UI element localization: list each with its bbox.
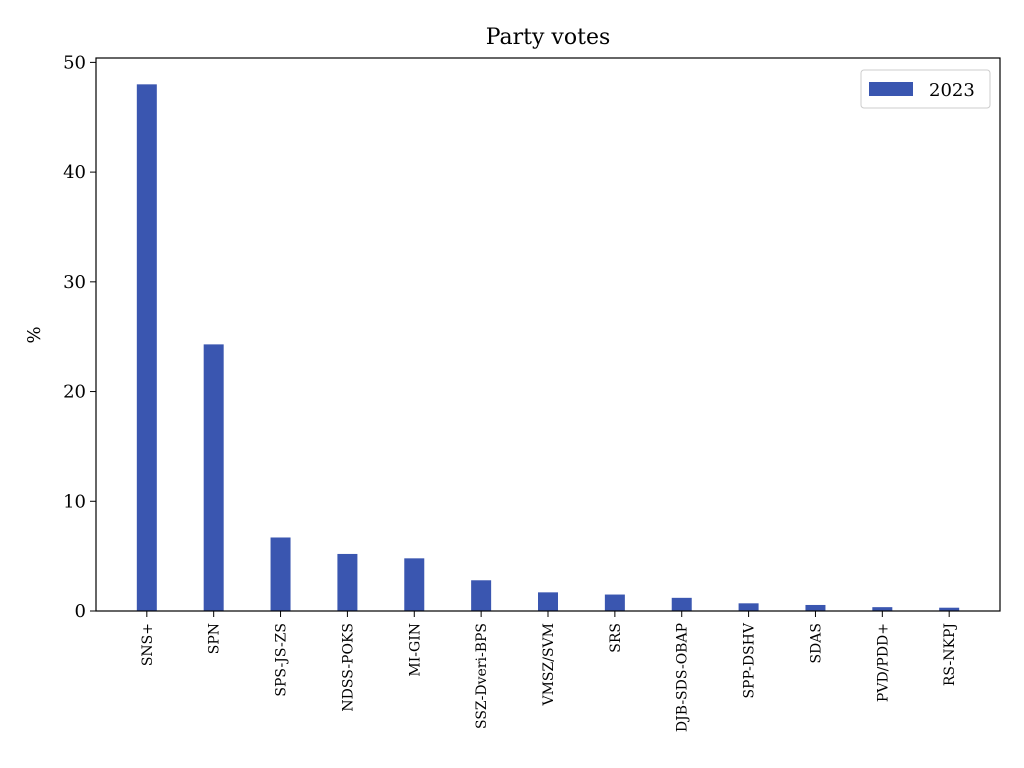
x-tick-label: SSZ-Dveri-BPS: [474, 623, 490, 729]
bar: [471, 580, 492, 611]
x-tick-label: SRS: [608, 623, 624, 653]
x-tick-label: DJB-SDS-OBAP: [675, 623, 691, 732]
y-tick-label: 50: [63, 52, 86, 73]
bar: [203, 344, 224, 611]
legend-swatch: [869, 82, 913, 96]
x-tick-label: SPN: [207, 623, 223, 654]
x-tick-label: SPS-JS-ZS: [274, 623, 290, 697]
x-tick-label: RS-NKPJ: [942, 623, 958, 686]
y-axis-label: %: [24, 326, 45, 343]
x-tick-label: MI-GIN: [407, 623, 423, 677]
x-tick-label: PVD/PDD+: [875, 623, 891, 702]
bar: [136, 84, 157, 612]
legend-box: [860, 69, 991, 109]
bar: [738, 603, 759, 611]
y-tick-label: 10: [63, 491, 86, 512]
chart-title: Party votes: [486, 25, 611, 50]
y-tick-label: 30: [63, 272, 86, 293]
plot-frame: [95, 57, 1001, 612]
bar: [404, 558, 425, 611]
bar: [604, 594, 625, 611]
x-tick-label: NDSS-POKS: [340, 623, 356, 712]
bar: [270, 537, 291, 611]
bar: [538, 592, 558, 611]
y-tick-label: 20: [63, 382, 86, 403]
y-tick-label: 40: [63, 162, 86, 183]
x-tick-label: SDAS: [808, 623, 824, 664]
legend-label: 2023: [929, 80, 975, 101]
bar: [671, 597, 692, 611]
bar: [939, 607, 960, 611]
y-tick-label: 0: [75, 601, 86, 622]
bar: [805, 604, 826, 611]
x-tick-label: SPP-DSHV: [742, 622, 758, 698]
bar: [872, 607, 893, 611]
bar: [337, 553, 358, 611]
x-tick-label: SNS+: [140, 623, 156, 666]
x-tick-label: VMSZ/SVM: [541, 623, 557, 707]
